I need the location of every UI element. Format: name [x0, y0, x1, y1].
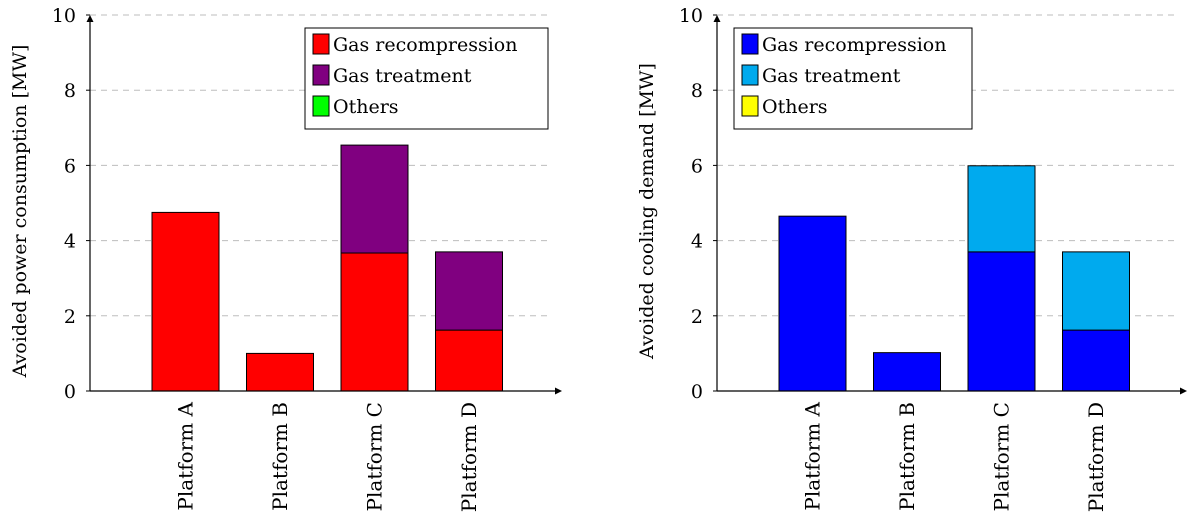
x-tick-label: Platform A: [174, 401, 198, 510]
x-tick-label: Platform C: [363, 402, 387, 511]
chart-panel-2: Platform A Platform B Platform C Platform D…: [636, 5, 1187, 512]
x-tick-label: Platform D: [457, 402, 481, 512]
legend-label: Gas recompression: [762, 34, 946, 56]
bar-platform-c-gas-recompression: [341, 253, 408, 391]
x-axis-arrow: [1180, 388, 1187, 395]
y-tick-label: 8: [691, 80, 703, 102]
x-tick-label: Platform D: [1084, 402, 1108, 512]
bar-platform-b-gas-recompression: [247, 353, 314, 391]
y-tick-label: 2: [691, 306, 703, 328]
y-tick-label: 6: [691, 155, 703, 177]
x-tick-label: Platform B: [895, 402, 919, 511]
chart-panel-1: Platform A Platform B Platform C Platform D…: [9, 5, 562, 512]
y-axis-title: Avoided cooling demand [MW]: [636, 63, 658, 360]
legend-label: Gas treatment: [333, 65, 472, 87]
y-axis-arrow: [714, 15, 721, 22]
legend-swatch: [313, 65, 329, 85]
bar-platform-b-gas-recompression: [874, 353, 941, 391]
bar-platform-a-gas-recompression: [152, 212, 219, 391]
legend-label: Gas recompression: [333, 34, 517, 56]
bar-platform-d-gas-treatment: [436, 252, 503, 330]
y-tick-label: 4: [64, 231, 76, 253]
x-tick-label: Platform A: [801, 401, 825, 510]
legend-label: Others: [333, 96, 399, 118]
y-tick-label: 6: [64, 155, 76, 177]
bar-platform-c-gas-recompression: [968, 252, 1035, 391]
y-tick-label: 0: [64, 381, 76, 403]
y-tick-label: 10: [679, 5, 703, 27]
bar-platform-d-gas-recompression: [1063, 330, 1130, 391]
legend: Gas recompression Gas treatment Others: [734, 28, 972, 129]
y-tick-label: 8: [64, 80, 76, 102]
x-tick-label: Platform B: [268, 402, 292, 511]
legend-swatch: [742, 96, 758, 116]
legend-swatch: [313, 34, 329, 54]
y-axis-title: Avoided power consumption [MW]: [9, 45, 31, 379]
bar-platform-d-gas-treatment: [1063, 252, 1130, 330]
x-tick-label: Platform C: [990, 402, 1014, 511]
bar-platform-d-gas-recompression: [436, 330, 503, 391]
x-axis-arrow: [555, 388, 562, 395]
bar-platform-c-gas-treatment: [341, 145, 408, 253]
y-axis-arrow: [87, 15, 94, 22]
legend: Gas recompression Gas treatment Others: [305, 28, 548, 129]
legend-label: Gas treatment: [762, 65, 901, 87]
legend-swatch: [313, 96, 329, 116]
legend-swatch: [742, 65, 758, 85]
bar-platform-a-gas-recompression: [779, 216, 846, 391]
bar-platform-c-gas-treatment: [968, 166, 1035, 252]
legend-swatch: [742, 34, 758, 54]
y-tick-label: 4: [691, 231, 703, 253]
y-tick-label: 10: [52, 5, 76, 27]
y-tick-label: 2: [64, 306, 76, 328]
y-tick-label: 0: [691, 381, 703, 403]
legend-label: Others: [762, 96, 828, 118]
